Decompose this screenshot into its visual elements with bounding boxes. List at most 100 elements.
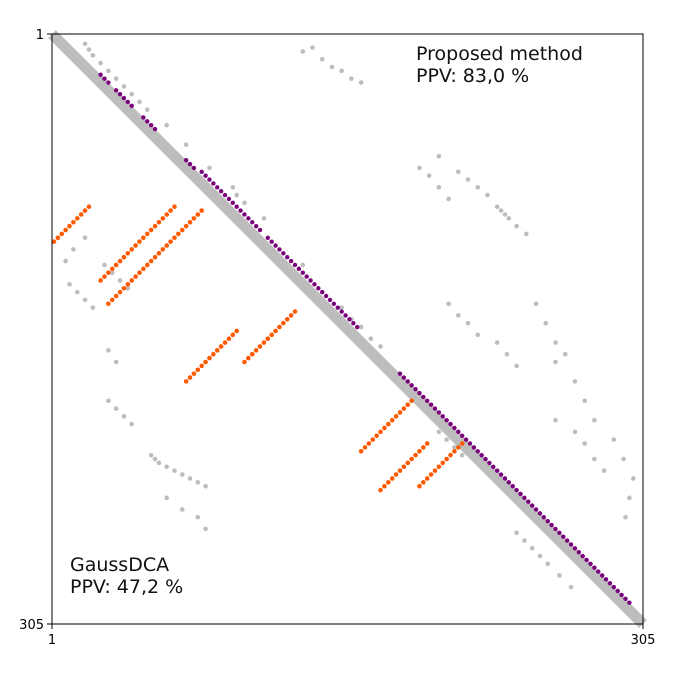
false-positive-point (425, 398, 430, 404)
false-positive-point (183, 157, 189, 163)
upper-method-label: Proposed method (416, 43, 583, 65)
true-positive-point (257, 344, 263, 349)
native-contact-point (475, 332, 481, 338)
native-contact-point (524, 231, 529, 237)
true-positive-point (389, 476, 395, 481)
native-contact-point (187, 476, 193, 481)
true-positive-point (86, 204, 92, 210)
false-positive-point (580, 553, 585, 559)
false-positive-point (335, 305, 340, 310)
false-positive-point (277, 247, 282, 252)
false-positive-point (623, 596, 628, 601)
true-positive-point (386, 421, 391, 427)
true-positive-point (417, 483, 422, 489)
false-positive-point (444, 418, 449, 423)
native-contact-point (502, 212, 508, 217)
false-positive-point (471, 445, 477, 450)
native-contact-point (86, 47, 92, 52)
false-positive-point (405, 379, 410, 384)
true-positive-point (168, 239, 173, 244)
true-positive-point (106, 270, 111, 276)
false-positive-point (226, 196, 232, 202)
true-positive-point (230, 332, 236, 338)
true-positive-point (448, 452, 453, 458)
native-contact-point (630, 476, 636, 481)
true-positive-point (424, 476, 430, 481)
false-positive-point (199, 169, 204, 174)
true-positive-point (440, 460, 446, 466)
true-positive-point (125, 282, 131, 287)
native-contact-point (106, 348, 111, 353)
native-contact-point (109, 270, 115, 276)
true-positive-point (261, 340, 267, 345)
false-positive-point (529, 503, 535, 508)
native-contact-point (172, 468, 177, 473)
true-positive-point (249, 351, 255, 357)
native-contact-point (465, 320, 471, 326)
native-contacts-layer (63, 41, 636, 590)
true-positive-point (362, 445, 368, 450)
true-positive-point (160, 247, 166, 252)
false-positive-point (627, 600, 632, 605)
native-contact-point (514, 530, 519, 536)
true-positive-point (144, 231, 150, 237)
native-contact-point (485, 192, 490, 198)
native-contact-point (475, 185, 481, 190)
true-positive-point (199, 208, 204, 213)
upper-ppv-label: PPV: 83,0 % (416, 65, 529, 87)
native-contact-point (514, 223, 519, 229)
false-positive-point (152, 126, 158, 132)
false-positive-point (526, 499, 531, 504)
false-positive-point (596, 569, 601, 574)
true-positive-point (417, 448, 422, 454)
native-contact-point (82, 41, 88, 47)
native-contact-point (164, 122, 170, 128)
false-positive-point (456, 429, 461, 435)
native-contact-point (522, 538, 527, 543)
native-contact-point (545, 561, 551, 567)
native-contact-point (621, 456, 626, 462)
native-contact-point (339, 305, 344, 310)
false-positive-point (463, 437, 469, 442)
false-positive-point (568, 542, 574, 547)
native-contact-point (506, 216, 512, 221)
false-positive-point (269, 239, 274, 244)
true-positive-point (191, 216, 197, 221)
native-contact-point (125, 285, 131, 291)
false-positive-point (460, 433, 465, 438)
true-positive-point (98, 278, 103, 283)
false-positive-point (432, 406, 438, 411)
native-contact-point (568, 584, 574, 590)
false-positive-point (506, 480, 512, 485)
true-positive-point (281, 320, 286, 326)
true-positive-point (113, 293, 119, 299)
true-positive-point (137, 239, 142, 244)
true-positive-point (109, 266, 115, 272)
false-positive-point (584, 557, 589, 563)
y-tick-label-top: 1 (36, 28, 44, 43)
false-positive-point (599, 573, 605, 578)
false-positive-point (421, 394, 426, 400)
native-contact-point (106, 68, 111, 74)
native-contact-point (90, 305, 96, 310)
true-positive-point (156, 251, 162, 256)
native-contact-point (63, 258, 68, 264)
true-positive-point (397, 468, 403, 473)
native-contact-point (514, 363, 519, 369)
false-positive-point (327, 297, 333, 303)
true-positive-point (378, 429, 383, 435)
native-contact-point (319, 56, 325, 62)
false-positive-point (417, 390, 422, 396)
native-contact-point (459, 452, 465, 458)
native-contact-point (129, 91, 135, 97)
native-contact-point (121, 84, 127, 89)
true-positive-point (382, 425, 387, 431)
native-contact-point (436, 429, 442, 435)
false-positive-point (397, 371, 403, 376)
native-contact-point (179, 507, 185, 512)
native-contact-point (582, 441, 587, 446)
native-contact-point (82, 235, 88, 241)
native-contact-point (102, 262, 107, 268)
false-positive-point (483, 456, 488, 462)
